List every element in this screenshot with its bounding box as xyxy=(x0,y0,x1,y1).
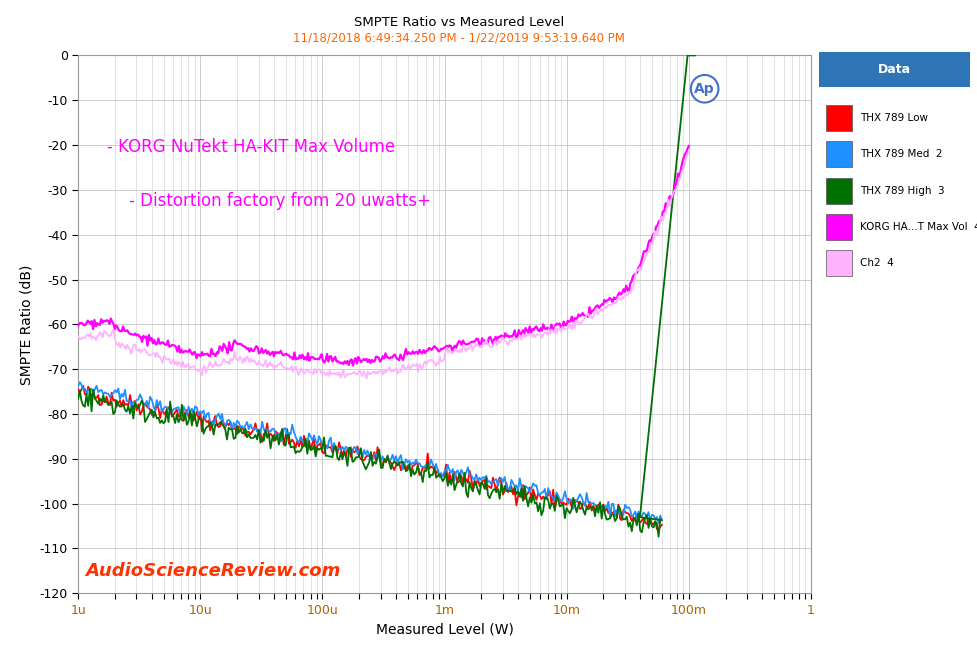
X-axis label: Measured Level (W): Measured Level (W) xyxy=(375,622,514,636)
Text: KORG HA...T Max Vol  4: KORG HA...T Max Vol 4 xyxy=(860,222,977,232)
Text: - KORG NuTekt HA-KIT Max Volume: - KORG NuTekt HA-KIT Max Volume xyxy=(107,138,396,156)
Text: - Distortion factory from 20 uwatts+: - Distortion factory from 20 uwatts+ xyxy=(129,192,431,210)
Bar xyxy=(827,178,852,203)
Bar xyxy=(827,214,852,240)
Text: Ch2  4: Ch2 4 xyxy=(860,258,893,269)
Bar xyxy=(827,141,852,167)
Bar xyxy=(827,105,852,131)
Text: Data: Data xyxy=(878,63,911,76)
Text: Ap: Ap xyxy=(695,82,715,96)
Text: THX 789 High  3: THX 789 High 3 xyxy=(860,186,944,196)
Text: AudioScienceReview.com: AudioScienceReview.com xyxy=(86,562,341,580)
Y-axis label: SMPTE Ratio (dB): SMPTE Ratio (dB) xyxy=(20,264,34,385)
Bar xyxy=(819,52,970,87)
Text: 11/18/2018 6:49:34.250 PM - 1/22/2019 9:53:19.640 PM: 11/18/2018 6:49:34.250 PM - 1/22/2019 9:… xyxy=(293,31,625,44)
Text: THX 789 Low: THX 789 Low xyxy=(860,113,927,123)
Text: THX 789 Med  2: THX 789 Med 2 xyxy=(860,149,942,159)
Bar xyxy=(827,250,852,276)
Text: SMPTE Ratio vs Measured Level: SMPTE Ratio vs Measured Level xyxy=(354,16,565,29)
